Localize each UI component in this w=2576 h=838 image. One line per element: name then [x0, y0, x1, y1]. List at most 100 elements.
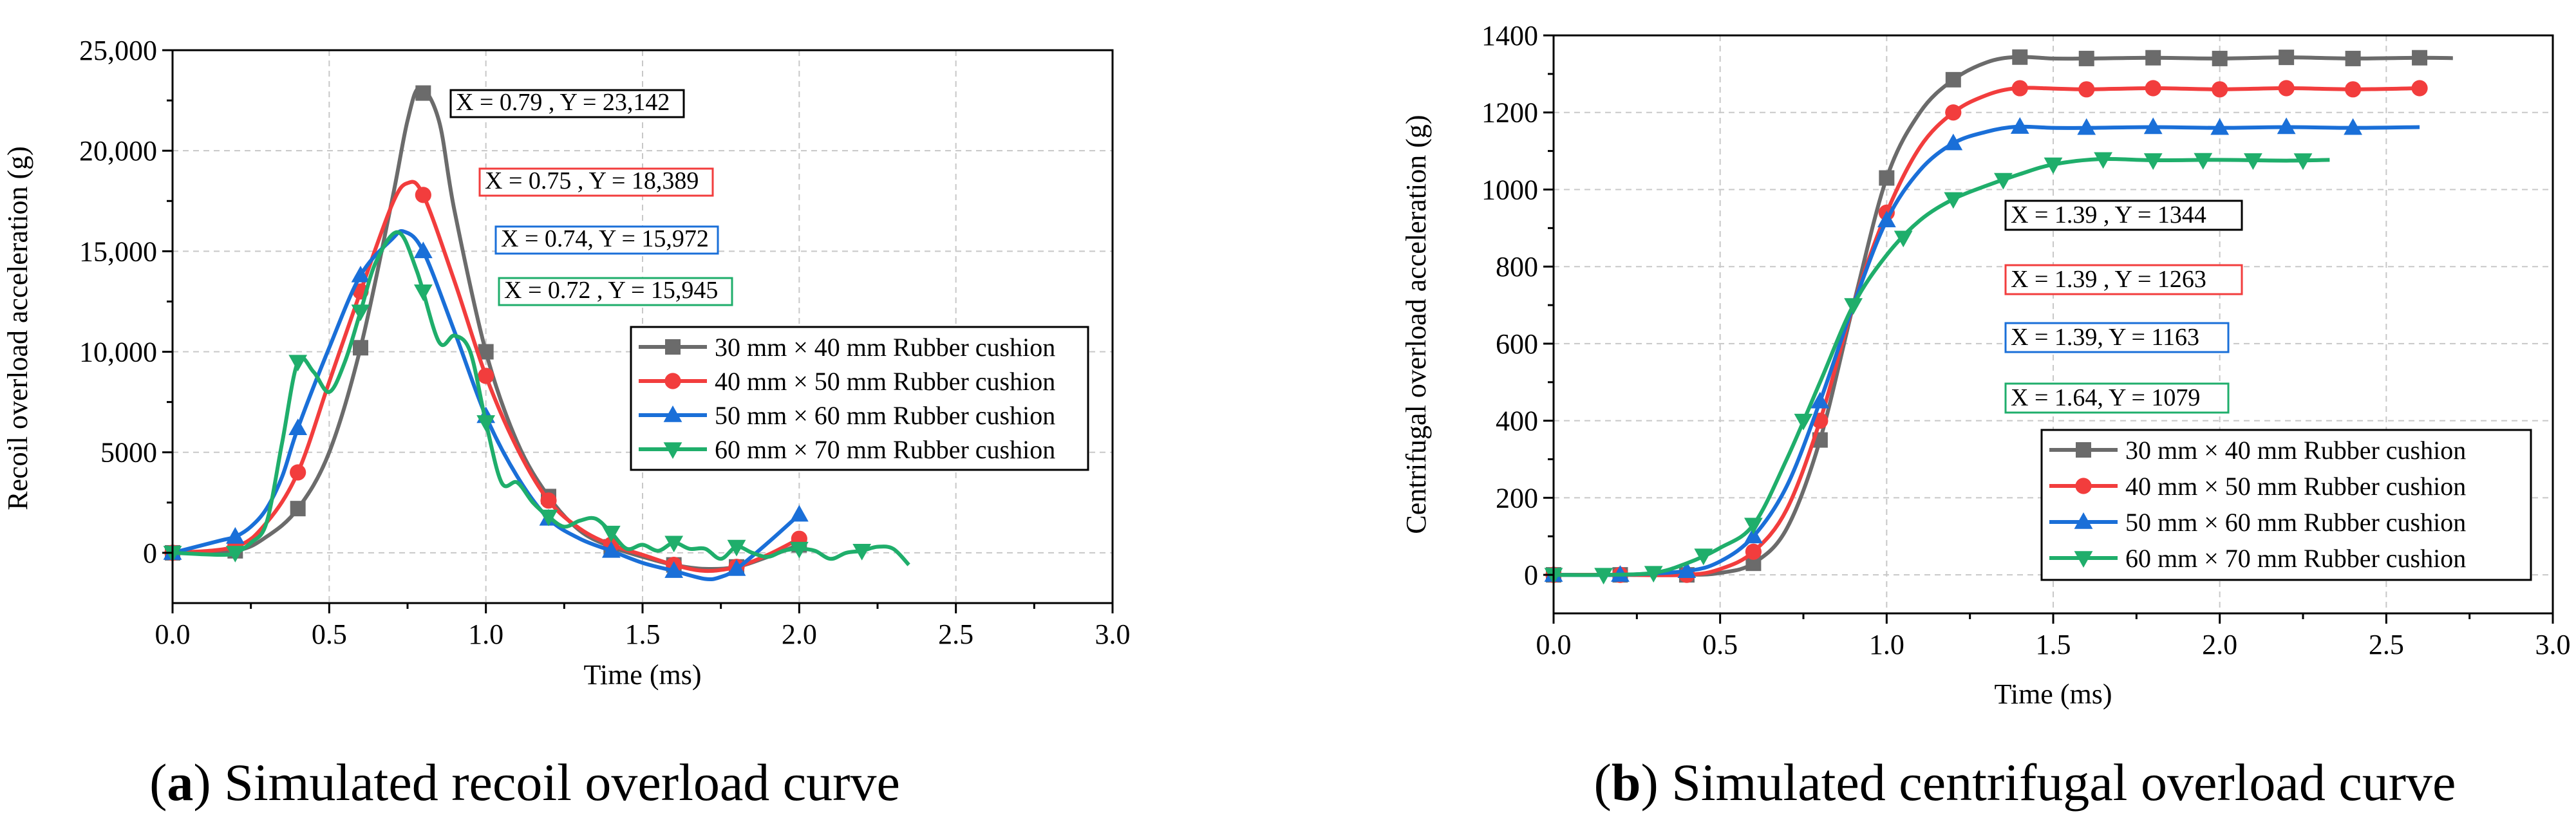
- chart-b-series-2-point-6: [1944, 133, 1963, 151]
- chart-b-annotation-0-box: [2004, 200, 2243, 231]
- chart-a: 0.0 0.5 1.0 1.5 2.0 2.5 3.0 0 5000 10,000 15,000 20…: [2, 35, 1131, 691]
- chart-b-series-0-point-13: [2412, 50, 2428, 66]
- chart-a-series-1-point-6: [540, 492, 557, 509]
- chart-b-legend-marker-0: [2076, 442, 2091, 458]
- chart-b-series-2-point-8: [2077, 118, 2096, 135]
- chart-b-series-2-point-11: [2277, 117, 2296, 135]
- chart-a-legend-box: [630, 326, 1089, 471]
- chart-a-series-3-point-11: [852, 543, 872, 561]
- chart-a-legend-item-0: 30 mm × 40 mm Rubber cushion: [639, 333, 1055, 362]
- chart-b-series-3-point-9: [1994, 172, 2013, 190]
- chart-a-ytick-label-0: 0: [143, 537, 157, 569]
- chart-a-legend-item-1: 40 mm × 50 mm Rubber cushion: [639, 367, 1055, 396]
- chart-b-series-2-point-5: [1877, 210, 1896, 228]
- chart-a-annotation-3-box: [498, 277, 733, 306]
- chart-b-annotation-0: X = 1.39 , Y = 1344: [2004, 200, 2243, 231]
- caption-b-text: ) Simulated centrifugal overload curve: [1641, 753, 2456, 812]
- chart-b-legend-item-3: 60 mm × 70 mm Rubber cushion: [2049, 544, 2466, 573]
- chart-b-series-0-point-6: [1945, 71, 1961, 88]
- chart-b-series-3-point-7: [1894, 230, 1913, 248]
- chart-b-y-axis-label: Centrifugal overload acceleration (g): [1400, 115, 1432, 534]
- chart-b-annotation-0-text: X = 1.39 , Y = 1344: [2011, 201, 2206, 228]
- chart-b-series-3-point-1: [1594, 568, 1613, 585]
- chart-b-series-0-line: [1553, 55, 2453, 577]
- chart-b-xtick-label-2: 1.0: [1869, 629, 1904, 660]
- chart-b-xtick-label-6: 3.0: [2535, 629, 2571, 660]
- chart-a-series-2-point-8: [664, 561, 684, 578]
- chart-b-legend-marker-2: [2074, 512, 2093, 529]
- chart-a-ytick-label-1: 5000: [100, 437, 157, 469]
- chart-a-annotation-2-text: X = 0.74, Y = 15,972: [501, 225, 709, 252]
- chart-b-xtick-label-4: 2.0: [2202, 629, 2237, 660]
- caption-b-letter: b: [1612, 753, 1641, 812]
- chart-b-xtick-label-3: 1.5: [2036, 629, 2071, 660]
- chart-b-legend-label-2: 50 mm × 60 mm Rubber cushion: [2125, 508, 2466, 537]
- chart-b-legend-item-0: 30 mm × 40 mm Rubber cushion: [2049, 436, 2466, 465]
- chart-b-xtick-label-0: 0.0: [1536, 629, 1572, 660]
- chart-a-xtick-label-1: 0.5: [312, 619, 347, 650]
- chart-a-legend-label-2: 50 mm × 60 mm Rubber cushion: [715, 401, 1055, 430]
- chart-a-series-2-point-10: [789, 505, 809, 522]
- chart-b-series-2: [1544, 117, 2420, 582]
- chart-b-series-1-point-8: [2078, 81, 2095, 98]
- caption-a-open: (: [149, 753, 167, 812]
- chart-b-legend: 30 mm × 40 mm Rubber cushion 40 mm × 50 m…: [2040, 429, 2532, 581]
- chart-a-ytick-label-5: 25,000: [79, 35, 157, 66]
- chart-b-legend-marker-1: [2075, 478, 2092, 494]
- chart-b-series-3-point-14: [2244, 153, 2262, 170]
- chart-b-ytick-label-0: 0: [1524, 559, 1538, 591]
- chart-a-legend-marker-3: [663, 442, 682, 459]
- chart-b-series-0-point-8: [2078, 50, 2094, 66]
- chart-a-series-1-point-2: [290, 464, 306, 481]
- chart-a-series-3-point-3: [351, 304, 370, 322]
- chart-b-series-2-point-3: [1744, 526, 1763, 544]
- chart-a-annotation-0-box: [449, 89, 685, 118]
- chart-b-series-3-point-11: [2094, 152, 2112, 169]
- chart-b-series-2-point-9: [2143, 117, 2163, 135]
- chart-a-series-2-point-4: [413, 241, 433, 259]
- chart-a-xtick-label-3: 1.5: [625, 619, 661, 650]
- chart-a-ytick-label-2: 10,000: [79, 337, 157, 368]
- chart-b-ticks: 0.0 0.5 1.0 1.5 2.0 2.5 3.0 0 200 400 600 800 1000 12…: [1481, 20, 2571, 660]
- chart-a-series-3-point-7: [601, 525, 621, 543]
- chart-b-annotation-3-box: [2004, 382, 2230, 414]
- chart-b-legend-label-3: 60 mm × 70 mm Rubber cushion: [2125, 544, 2466, 573]
- chart-a-series-2-point-9: [727, 559, 746, 576]
- chart-b-series-3: [1544, 152, 2330, 585]
- chart-a-legend-marker-2: [663, 405, 682, 422]
- chart-b-series-3-point-15: [2293, 153, 2313, 171]
- chart-a-annotation-1-text: X = 0.75 , Y = 18,389: [485, 167, 699, 194]
- chart-a-annotation-0: X = 0.79 , Y = 23,142: [449, 89, 685, 118]
- chart-a-xtick-label-2: 1.0: [468, 619, 503, 650]
- chart-b-annotation-3: X = 1.64, Y = 1079: [2004, 382, 2230, 414]
- chart-b-series-3-point-3: [1694, 548, 1713, 566]
- chart-a-legend-item-2: 50 mm × 60 mm Rubber cushion: [639, 401, 1055, 430]
- chart-a-annotation-1: X = 0.75 , Y = 18,389: [478, 167, 714, 197]
- chart-b-series-layer: [1544, 49, 2453, 585]
- chart-b-series-0-point-11: [2279, 50, 2295, 66]
- chart-b-series-1-point-7: [2011, 80, 2028, 97]
- chart-b-xtick-label-5: 2.5: [2369, 629, 2404, 660]
- chart-a-annotation-2: X = 0.74, Y = 15,972: [494, 225, 719, 255]
- chart-b-legend-marker-3: [2074, 551, 2093, 568]
- chart-b-annotation-1: X = 1.39 , Y = 1263: [2004, 264, 2243, 295]
- chart-b-annotation-1-text: X = 1.39 , Y = 1263: [2011, 266, 2206, 293]
- chart-b-series-2-point-10: [2210, 118, 2230, 135]
- chart-a-xtick-label-5: 2.5: [938, 619, 973, 650]
- chart-b-series-1-point-11: [2278, 80, 2295, 97]
- chart-b-legend-label-0: 30 mm × 40 mm Rubber cushion: [2125, 436, 2466, 465]
- chart-b-annotation-3-text: X = 1.64, Y = 1079: [2011, 384, 2200, 411]
- chart-b-series-3-point-2: [1644, 566, 1663, 583]
- chart-a-legend-label-1: 40 mm × 50 mm Rubber cushion: [715, 367, 1055, 396]
- chart-a-series-2-point-1: [225, 526, 245, 544]
- chart-b-ytick-label-1: 200: [1496, 482, 1538, 514]
- chart-b-series-3-point-12: [2143, 153, 2163, 170]
- chart-b-annotation-1-box: [2004, 264, 2243, 295]
- chart-b-series-0-point-7: [2012, 49, 2028, 65]
- caption-b: (b) Simulated centrifugal overload curve: [1594, 753, 2456, 812]
- chart-b-legend-label-1: 40 mm × 50 mm Rubber cushion: [2125, 472, 2466, 501]
- chart-b-series-1-point-12: [2345, 81, 2362, 98]
- chart-a-series-3-point-4: [413, 284, 433, 301]
- chart-a-ytick-label-3: 15,000: [79, 236, 157, 267]
